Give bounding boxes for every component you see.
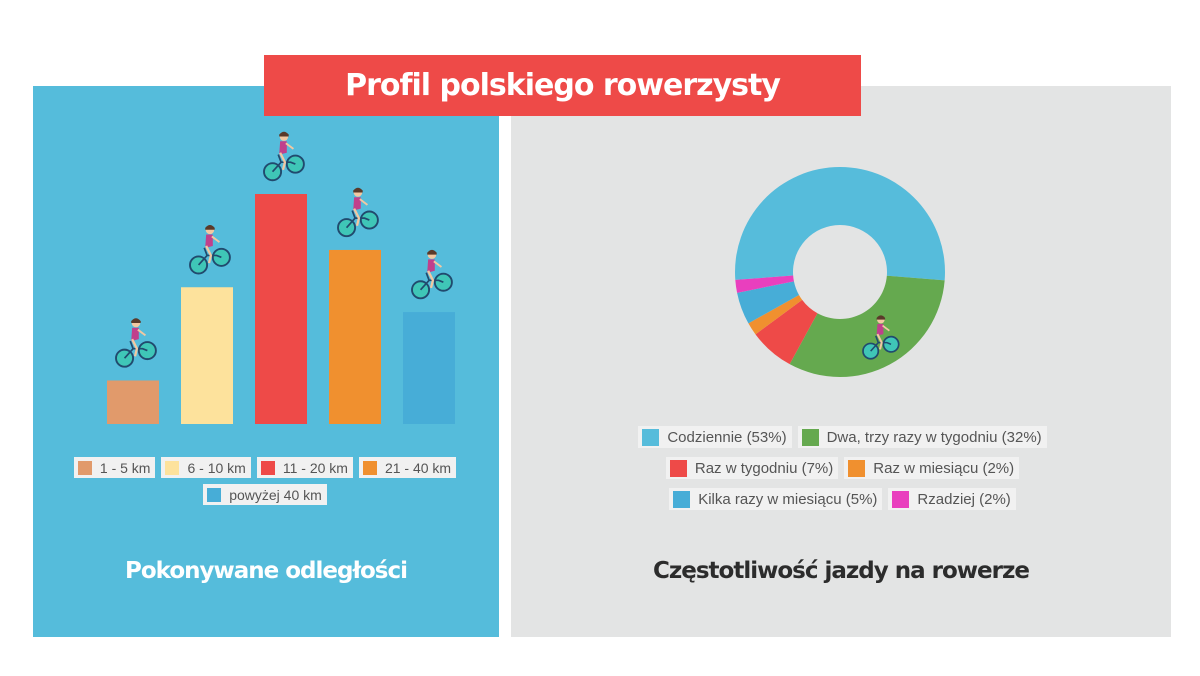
legend-swatch bbox=[673, 490, 691, 508]
legend-swatch bbox=[848, 459, 866, 477]
bar-chart bbox=[107, 131, 455, 424]
legend-label: Raz w tygodniu (7%) bbox=[694, 459, 834, 477]
distance-chart-title: Pokonywane odległości bbox=[124, 558, 408, 584]
legend-label: Codziennie (53%) bbox=[667, 428, 787, 446]
legend-swatch bbox=[362, 460, 377, 475]
legend-item: Raz w tygodniu (7%) bbox=[665, 457, 839, 479]
legend-label: 11 - 20 km bbox=[282, 459, 348, 476]
legend-item: powyżej 40 km bbox=[203, 484, 327, 505]
legend-swatch bbox=[642, 428, 660, 446]
cyclist-icon bbox=[189, 225, 231, 275]
bar-4 bbox=[329, 249, 381, 424]
cyclist-icon bbox=[337, 187, 379, 238]
legend-swatch bbox=[77, 460, 92, 475]
legend-label: 6 - 10 km bbox=[187, 459, 246, 476]
frequency-chart-title: Częstotliwość jazdy na rowerze bbox=[653, 558, 1030, 584]
cyclist-icon bbox=[411, 249, 453, 300]
cyclist-icon bbox=[862, 315, 900, 360]
legend-item: Dwa, trzy razy w tygodniu (32%) bbox=[797, 426, 1047, 448]
donut-chart bbox=[735, 167, 945, 377]
legend-label: Kilka razy w miesiącu (5%) bbox=[698, 490, 878, 508]
legend-swatch bbox=[165, 460, 180, 475]
legend-label: 1 - 5 km bbox=[99, 459, 151, 476]
donut-slice-1 bbox=[735, 167, 945, 281]
distance-legend: 1 - 5 km 6 - 10 km 11 - 20 km 21 - 40 km pow… bbox=[40, 457, 490, 505]
legend-label: powyżej 40 km bbox=[229, 486, 322, 503]
legend-label: 21 - 40 km bbox=[384, 459, 452, 476]
legend-swatch bbox=[207, 487, 222, 502]
cyclist-icon bbox=[263, 131, 305, 182]
legend-item: Codziennie (53%) bbox=[638, 426, 792, 448]
legend-swatch bbox=[892, 490, 910, 508]
donut-slice-2 bbox=[789, 275, 945, 377]
legend-item: 1 - 5 km bbox=[73, 457, 156, 478]
bar-1 bbox=[107, 380, 159, 424]
legend-swatch bbox=[260, 460, 275, 475]
legend-item: Raz w miesiącu (2%) bbox=[844, 457, 1020, 479]
legend-item: Rzadziej (2%) bbox=[888, 488, 1016, 510]
donut-slice-6 bbox=[735, 275, 794, 293]
legend-item: 11 - 20 km bbox=[256, 457, 353, 478]
donut-slice-4 bbox=[748, 294, 803, 335]
page-title: Profil polskiego rowerzysty bbox=[264, 55, 861, 116]
bar-2 bbox=[181, 287, 233, 424]
legend-label: Rzadziej (2%) bbox=[917, 490, 1011, 508]
legend-swatch bbox=[801, 428, 819, 446]
bar-5 bbox=[403, 312, 455, 424]
legend-swatch bbox=[669, 459, 687, 477]
donut-slice-5 bbox=[737, 281, 800, 324]
legend-item: 21 - 40 km bbox=[358, 457, 457, 478]
donut-slice-3 bbox=[755, 299, 818, 365]
bar-3 bbox=[255, 194, 307, 424]
cyclist-icon bbox=[115, 318, 157, 368]
legend-item: 6 - 10 km bbox=[161, 457, 251, 478]
legend-label: Raz w miesiącu (2%) bbox=[873, 459, 1015, 477]
legend-item: Kilka razy w miesiącu (5%) bbox=[669, 488, 883, 510]
frequency-legend: Codziennie (53%) Dwa, trzy razy w tygodni… bbox=[570, 426, 1115, 510]
legend-label: Dwa, trzy razy w tygodniu (32%) bbox=[826, 428, 1042, 446]
